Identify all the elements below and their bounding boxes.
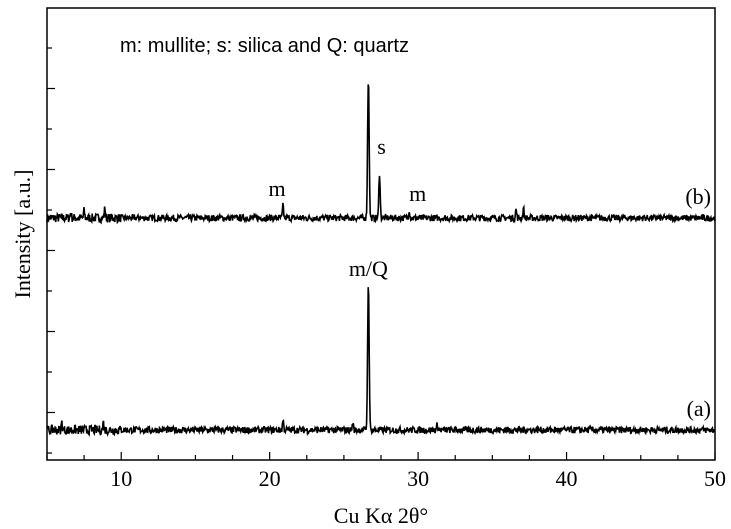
series-line-a [46,287,716,437]
x-tick-label: 40 [556,466,578,491]
peak-annotation: m [268,176,285,201]
axis-ticks [46,47,716,460]
series-label: (b) [685,184,711,209]
peak-annotation: s [377,134,386,159]
x-tick-label: 20 [259,466,281,491]
chart-note: m: mullite; s: silica and Q: quartz [120,35,409,57]
x-tick-label: 30 [407,466,429,491]
series-label: (a) [687,396,711,421]
x-tick-labels: 10 20 30 40 50 [110,466,726,491]
peak-annotation: m/Q [349,256,388,281]
x-tick-label: 50 [704,466,726,491]
y-axis-title: Intensity [a.u.] [10,170,35,299]
series-line-b [46,84,716,225]
x-axis-title: Cu Kα 2θ° [334,503,428,528]
peak-annotation: m [409,181,426,206]
plot-frame [46,7,716,461]
series-layer: (b) (a) [46,84,716,437]
x-tick-label: 10 [110,466,132,491]
